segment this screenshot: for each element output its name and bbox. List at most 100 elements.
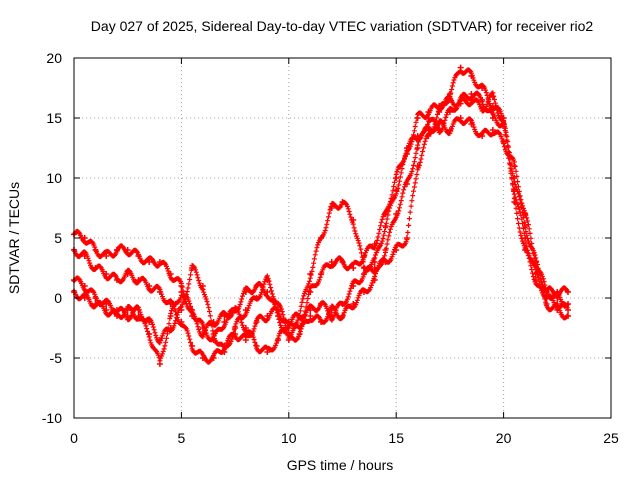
x-tick-label: 15 [388,430,404,446]
data-point [199,283,206,289]
data-point [81,253,88,259]
data-point [328,259,335,265]
data-point [500,139,507,145]
data-point [393,175,400,181]
data-point [436,103,443,109]
data-point [167,271,174,277]
data-point [565,313,572,319]
data-point [414,145,421,151]
data-point [403,235,410,241]
axis-ticks: 0 5 10 15 20 25 -10 -5 0 5 10 15 20 [42,50,619,446]
series-markers [71,116,570,351]
data-point [178,283,185,289]
data-point [199,355,206,361]
y-tick-label: 15 [46,110,62,126]
data-point [189,307,196,313]
data-point [414,115,421,121]
data-point [382,247,389,253]
data-point [318,235,325,241]
x-tick-label: 0 [70,430,78,446]
data-point [350,217,357,223]
data-point [146,283,153,289]
data-point [339,259,346,265]
data-point [318,319,325,325]
data-point [307,289,314,295]
data-point [532,271,539,277]
data-point [156,337,163,343]
data-point [189,265,196,271]
data-point [543,295,550,301]
data-point [350,265,357,271]
data-point [103,253,110,259]
data-point [318,301,325,307]
data-point [468,91,475,97]
data-point [264,349,271,355]
data-points [71,64,572,367]
data-point [124,307,131,313]
data-point [446,109,453,115]
data-point [371,277,378,283]
data-point [81,283,88,289]
data-point [113,247,120,253]
data-point [253,283,260,289]
data-point [92,295,99,301]
y-tick-label: -10 [42,410,62,426]
data-point [307,313,314,319]
data-point [124,271,131,277]
data-point [446,97,453,103]
data-point [146,319,153,325]
data-point [296,331,303,337]
data-point [242,337,249,343]
data-point [189,343,196,349]
data-point [264,313,271,319]
data-point [275,313,282,319]
data-point [511,163,518,169]
data-point [479,85,486,91]
data-point [350,283,357,289]
data-point [199,331,206,337]
data-point [468,121,475,127]
data-point [425,109,432,115]
data-point [382,211,389,217]
y-tick-label: 10 [46,170,62,186]
data-point [522,211,529,217]
data-point [511,187,518,193]
data-point [264,289,271,295]
data-point [81,295,88,301]
data-point [307,271,314,277]
data-point [103,271,110,277]
data-point [199,325,206,331]
data-point [135,313,142,319]
data-point [167,313,174,319]
y-tick-label: 0 [54,290,62,306]
data-point [371,241,378,247]
data-point [285,337,292,343]
data-point [135,253,142,259]
data-point [543,301,550,307]
data-point [113,277,120,283]
data-point [264,277,271,283]
data-point [554,301,561,307]
data-point [103,301,110,307]
data-point [382,223,389,229]
data-point [92,301,99,307]
data-point [479,133,486,139]
data-point [253,343,260,349]
data-point [350,301,357,307]
data-point [403,181,410,187]
data-point [113,313,120,319]
y-axis-label: SDTVAR / TECUs [6,182,22,294]
data-point [339,313,346,319]
data-point [565,289,572,295]
data-point [403,145,410,151]
data-point [146,331,153,337]
data-point [156,289,163,295]
data-point [103,307,110,313]
data-point [339,301,346,307]
data-point [178,307,185,313]
data-point [393,247,400,253]
data-point [296,313,303,319]
y-tick-label: 5 [54,230,62,246]
data-point [489,127,496,133]
data-point [522,235,529,241]
